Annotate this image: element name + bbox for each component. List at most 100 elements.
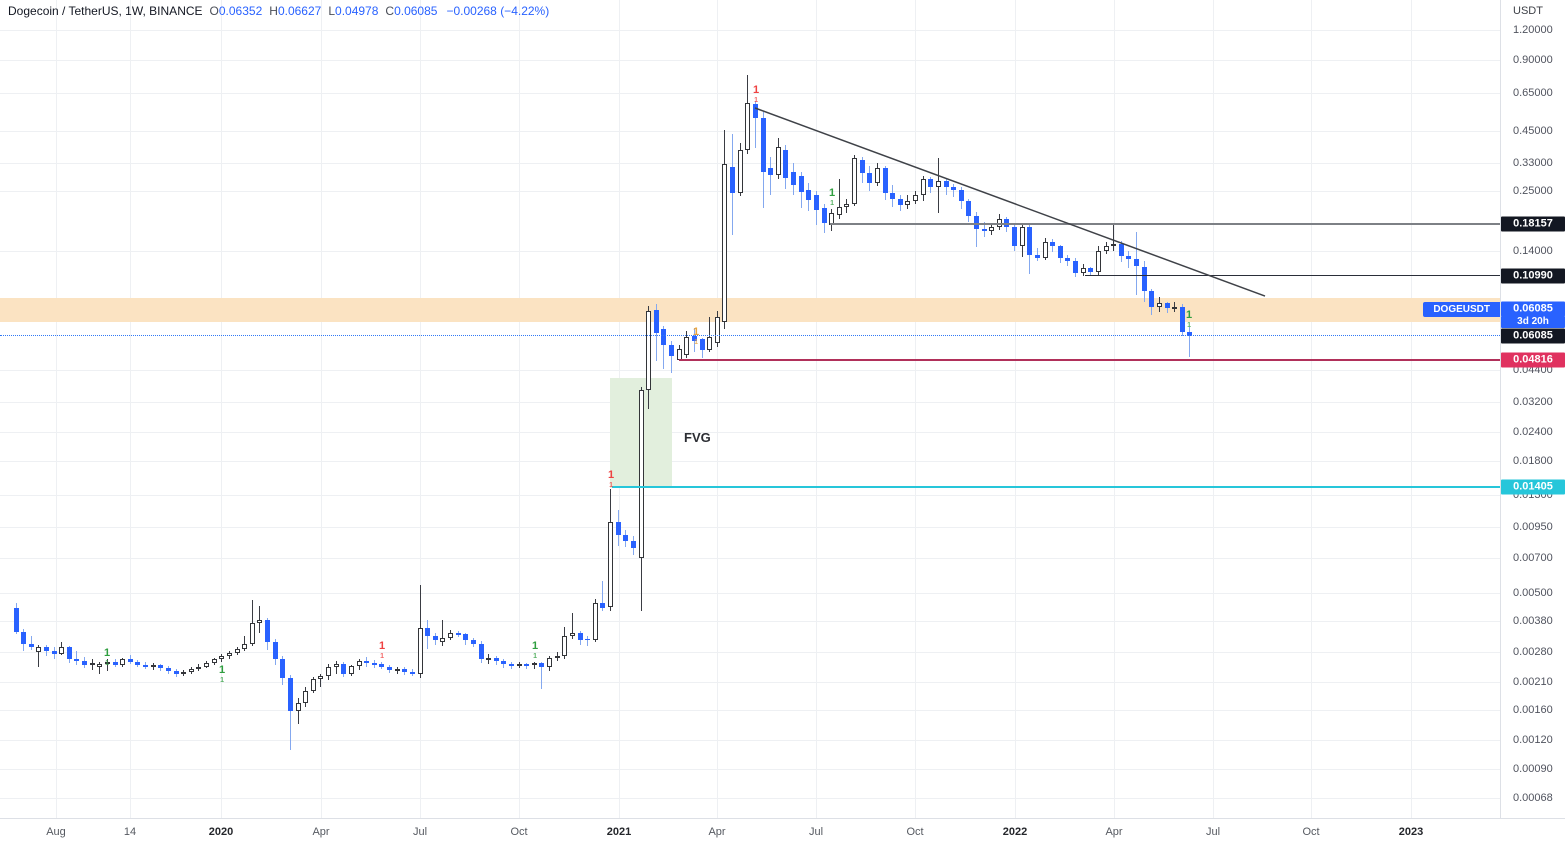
price-gridline xyxy=(0,59,1500,61)
candle-body xyxy=(935,180,941,188)
candle-body xyxy=(1149,291,1155,307)
candle-body xyxy=(905,201,911,205)
candle-body xyxy=(661,329,667,346)
candle-body xyxy=(356,661,362,667)
candle-body xyxy=(630,540,636,548)
candle-body xyxy=(1187,331,1193,337)
time-tick-label: Oct xyxy=(510,826,528,838)
candle-body xyxy=(1057,246,1063,259)
price-gridline xyxy=(0,682,1500,684)
level-label-cyan: 0.01405 xyxy=(1501,479,1565,495)
candle-body xyxy=(318,676,324,680)
support-line-010990[interactable] xyxy=(1085,275,1500,277)
price-tick-label: 1.20000 xyxy=(1513,24,1553,36)
price-tick-label: 0.00068 xyxy=(1513,791,1553,804)
candle-body xyxy=(1012,227,1018,247)
candle-body xyxy=(554,655,560,658)
price-gridline xyxy=(0,739,1500,741)
time-tick-label: 2020 xyxy=(208,826,234,838)
candle-body xyxy=(28,643,34,648)
price-gridline xyxy=(0,402,1500,404)
ohlc-value: 0.06352 xyxy=(218,4,263,18)
candle-body xyxy=(585,638,591,641)
ohlc-letter: C xyxy=(385,4,395,18)
price-tick-label: 0.33000 xyxy=(1513,156,1553,169)
candle-body xyxy=(204,663,210,667)
candle-body xyxy=(226,653,232,657)
time-tick-label: 14 xyxy=(123,826,137,838)
candle-wick xyxy=(709,317,711,353)
candle-wick xyxy=(510,662,512,670)
candle-body xyxy=(158,664,164,669)
candle-body xyxy=(432,635,438,640)
last-price-label: 0.06085 xyxy=(1501,301,1565,317)
time-gridline xyxy=(130,0,131,818)
price-tick-label: 0.14000 xyxy=(1513,244,1553,257)
candle-body xyxy=(531,663,537,666)
candle-body xyxy=(120,659,126,665)
change-value: −0.00268 (−4.22%) xyxy=(446,4,550,18)
candle-wick xyxy=(953,183,955,198)
candle-wick xyxy=(251,600,253,647)
candle-wick xyxy=(289,675,291,751)
resistance-label: 0.18157 xyxy=(1501,216,1565,232)
resistance-line-018157[interactable] xyxy=(830,222,1500,225)
candle-wick xyxy=(442,619,444,647)
candle-body xyxy=(1034,255,1040,259)
time-tick-label: Jul xyxy=(412,826,428,838)
candle-wick xyxy=(259,606,261,633)
chart-pane[interactable]: FVG 1 1 1 1 1 1 1 1 1 1 1 1 1 1 1 1 1 1 xyxy=(0,0,1500,818)
candle-body xyxy=(394,669,400,672)
candle-body xyxy=(890,192,896,200)
candle-body xyxy=(165,668,171,671)
candle-body xyxy=(989,227,995,231)
candle-wick xyxy=(1067,255,1069,267)
time-axis[interactable]: Aug 14 2020 Apr Jul Oct 2021 Apr Jul Oct 2022 Apr Ju… xyxy=(0,818,1565,846)
candle-body xyxy=(364,661,370,664)
candle-body xyxy=(463,634,469,641)
candle-body xyxy=(691,335,697,342)
candle-body xyxy=(21,631,27,644)
candle-body xyxy=(623,535,629,541)
support-line-001405[interactable] xyxy=(612,485,1500,488)
candle-wick xyxy=(76,651,78,666)
candle-body xyxy=(745,103,751,151)
price-gridline xyxy=(0,30,1500,31)
support-line-004816[interactable] xyxy=(679,359,1500,362)
candle-body xyxy=(211,659,217,664)
candle-body xyxy=(219,656,225,660)
candle-body xyxy=(600,602,606,608)
candle-wick xyxy=(38,644,40,668)
close-line-label: 0.06085 xyxy=(1501,328,1565,344)
candle-body xyxy=(493,657,499,661)
candle-body xyxy=(928,179,934,188)
price-axis[interactable]: USDT 1.20000 0.90000 0.65000 0.45000 0.33000… xyxy=(1500,0,1565,818)
candle-body xyxy=(981,228,987,231)
descending-trendline[interactable] xyxy=(0,0,1500,818)
candle-wick xyxy=(587,635,589,647)
time-tick-label: Jul xyxy=(808,826,824,838)
price-gridline xyxy=(0,592,1500,594)
last-close-line[interactable] xyxy=(0,335,1500,337)
price-gridline xyxy=(0,369,1500,371)
candle-body xyxy=(371,663,377,665)
candle-body xyxy=(539,663,545,668)
ohlc-letter: H xyxy=(269,4,278,18)
price-gridline xyxy=(0,431,1500,433)
candle-body xyxy=(66,646,72,660)
price-gridline xyxy=(0,461,1500,463)
candle-body xyxy=(859,159,865,174)
price-gridline xyxy=(0,621,1500,623)
candle-wick xyxy=(244,635,246,651)
price-tick-label: 0.00120 xyxy=(1513,733,1553,746)
candle-wick xyxy=(1189,327,1191,357)
bar-countdown: 3d 20h xyxy=(1501,316,1565,328)
candle-wick xyxy=(754,101,756,148)
time-tick-label: Oct xyxy=(906,826,924,838)
time-tick-label: 2023 xyxy=(1398,826,1424,838)
